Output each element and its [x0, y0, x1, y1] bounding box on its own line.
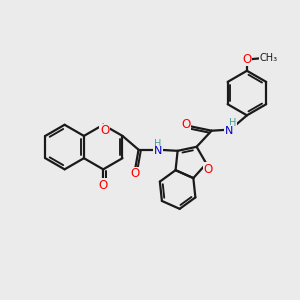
Text: O: O: [242, 53, 251, 66]
Text: O: O: [99, 178, 108, 191]
Text: O: O: [100, 124, 109, 137]
Text: H: H: [229, 118, 236, 128]
Text: O: O: [130, 167, 140, 180]
Text: N: N: [225, 126, 233, 136]
Text: O: O: [181, 118, 190, 131]
Text: O: O: [203, 163, 212, 176]
Text: H: H: [154, 140, 162, 149]
Text: CH₃: CH₃: [259, 53, 278, 63]
Text: N: N: [154, 146, 162, 156]
